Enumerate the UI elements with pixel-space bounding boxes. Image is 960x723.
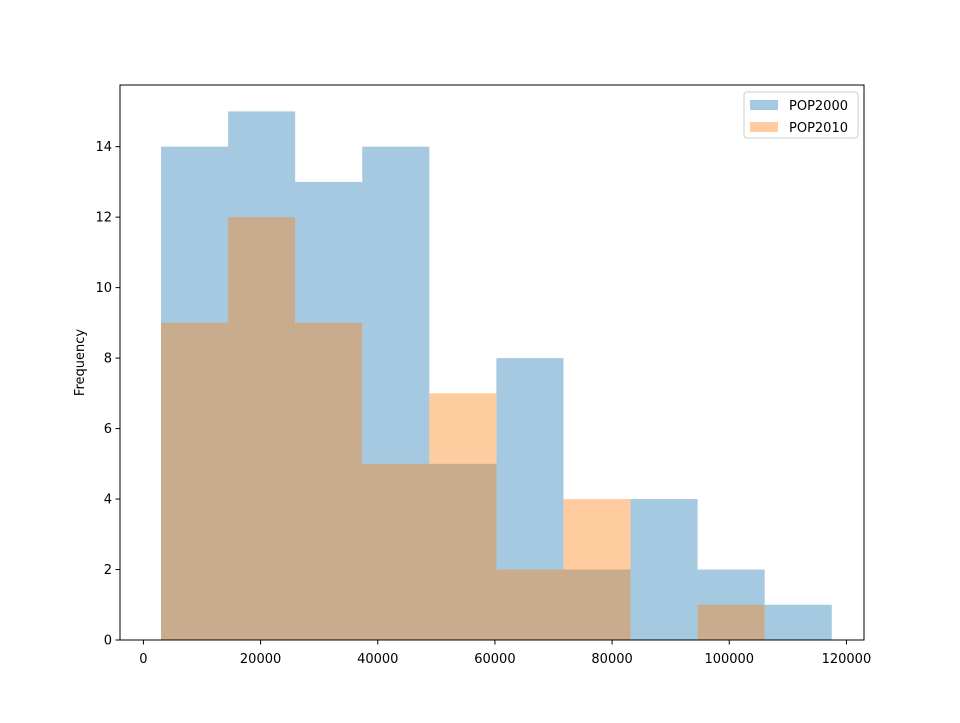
plot-frame <box>119 84 865 641</box>
y-axis: 0 2 4 6 8 10 12 14 <box>95 140 120 649</box>
bar-pop2010-bin-3 <box>362 463 430 640</box>
y-tick-label: 2 <box>104 563 112 578</box>
bar-pop2010-bin-1 <box>228 217 296 640</box>
legend-box <box>743 91 859 139</box>
legend-swatch-pop2000 <box>750 100 778 110</box>
bar-pop2010-bin-8 <box>697 604 765 640</box>
bar-pop2000-bin-3 <box>362 146 430 640</box>
y-tick-label: 8 <box>104 352 112 367</box>
y-tick-label: 6 <box>104 422 112 437</box>
legend-label-pop2010: POP2010 <box>789 121 848 136</box>
bar-pop2000-bin-8 <box>697 569 765 640</box>
y-axis-label: Frequency <box>73 329 88 396</box>
x-tick-label: 100000 <box>704 652 754 667</box>
bar-pop2010-bin-4 <box>429 393 497 640</box>
bar-pop2000-bin-6 <box>563 569 631 640</box>
y-tick-label: 4 <box>104 493 112 508</box>
x-tick-label: 60000 <box>474 652 515 667</box>
bar-pop2000-bin-2 <box>295 181 363 640</box>
y-tick-label: 14 <box>95 140 112 155</box>
y-tick-label: 0 <box>104 634 112 649</box>
x-tick-label: 120000 <box>822 652 872 667</box>
bar-pop2010-bin-2 <box>295 322 363 640</box>
bar-pop2000-bin-4 <box>429 463 497 640</box>
x-tick-label: 0 <box>139 652 147 667</box>
bars-layer <box>161 111 832 640</box>
y-tick-label: 12 <box>95 211 112 226</box>
bar-pop2010-bin-5 <box>496 569 564 640</box>
legend-label-pop2000: POP2000 <box>789 99 848 114</box>
bar-pop2000-bin-1 <box>228 111 296 640</box>
bar-pop2000-bin-7 <box>630 499 698 640</box>
x-tick-label: 80000 <box>591 652 632 667</box>
legend-swatch-pop2010 <box>750 122 778 132</box>
y-tick-label: 10 <box>95 281 112 296</box>
bar-pop2000-bin-0 <box>161 146 229 640</box>
bar-pop2010-bin-0 <box>161 322 229 640</box>
bar-pop2010-bin-6 <box>563 499 631 640</box>
x-tick-label: 20000 <box>240 652 281 667</box>
x-axis: 0 20000 40000 60000 80000 100000 120000 <box>139 640 871 667</box>
bar-pop2000-bin-9 <box>764 604 832 640</box>
x-tick-label: 40000 <box>357 652 398 667</box>
legend: POP2000 POP2010 <box>743 91 859 139</box>
bar-pop2000-bin-5 <box>496 358 564 640</box>
